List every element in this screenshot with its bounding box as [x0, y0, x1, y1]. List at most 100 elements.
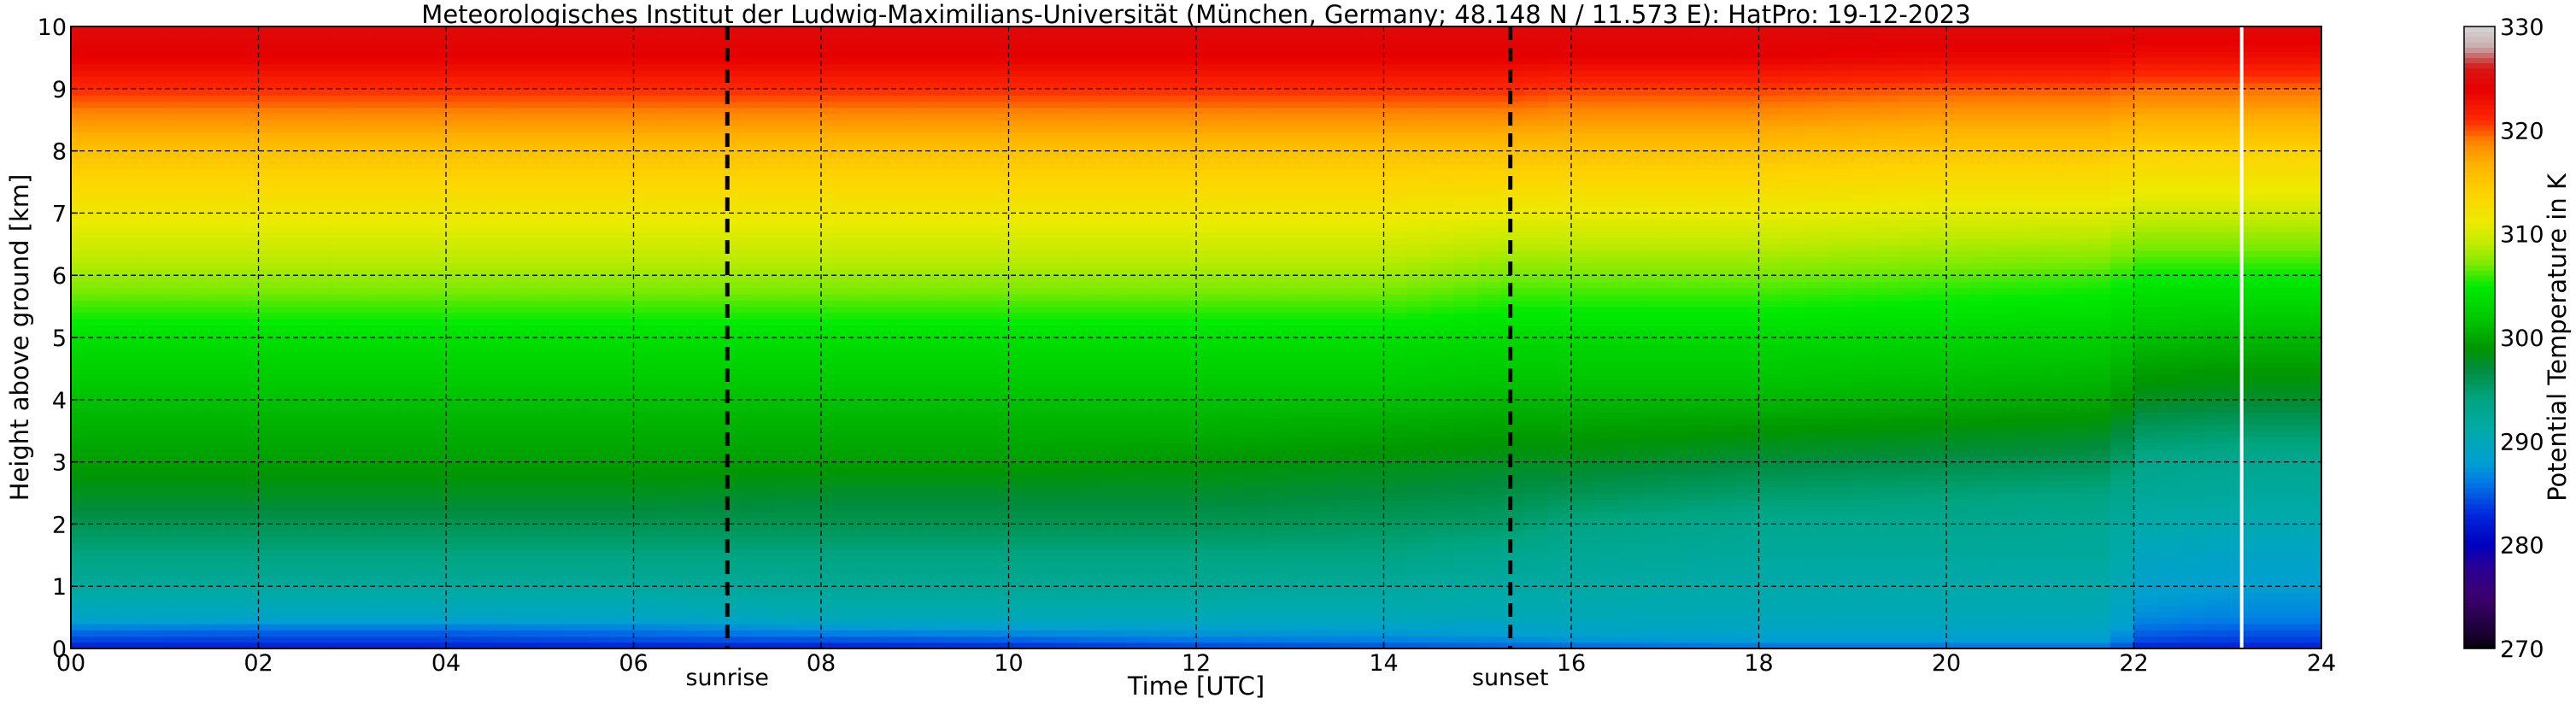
heatmap-cell	[938, 262, 963, 270]
heatmap-cell	[586, 182, 611, 189]
heatmap-cell	[680, 44, 705, 52]
heatmap-cell	[258, 554, 283, 562]
heatmap-cell	[375, 493, 400, 500]
heatmap-cell	[821, 219, 846, 226]
heatmap-cell	[680, 349, 705, 357]
heatmap-cell	[797, 113, 822, 120]
heatmap-cell	[492, 530, 517, 537]
heatmap-cell	[727, 518, 752, 525]
heatmap-cell	[211, 188, 236, 196]
heatmap-cell	[117, 250, 142, 257]
heatmap-cell	[656, 567, 681, 575]
heatmap-cell	[844, 455, 869, 463]
heatmap-cell	[961, 107, 986, 114]
heatmap-cell	[914, 554, 939, 562]
heatmap-cell	[516, 63, 541, 71]
heatmap-cell	[633, 101, 658, 109]
heatmap-cell	[188, 132, 213, 139]
heatmap-cell	[422, 138, 447, 145]
heatmap-cell	[1149, 437, 1174, 444]
heatmap-cell	[656, 219, 681, 226]
heatmap-cell	[1196, 238, 1221, 245]
heatmap-cell	[399, 461, 424, 469]
heatmap-cell	[1078, 175, 1103, 183]
heatmap-cell	[539, 579, 564, 587]
heatmap-cell	[1196, 256, 1221, 264]
heatmap-cell	[258, 617, 283, 625]
heatmap-cell	[1031, 431, 1056, 438]
heatmap-cell	[891, 63, 916, 71]
heatmap-cell	[750, 343, 775, 351]
heatmap-cell	[938, 76, 963, 84]
heatmap-cell	[446, 194, 471, 202]
heatmap-cell	[1219, 611, 1244, 619]
heatmap-cell	[1196, 592, 1221, 600]
heatmap-cell	[680, 175, 705, 183]
heatmap-cell	[375, 38, 400, 46]
heatmap-cell	[352, 219, 377, 226]
heatmap-cell	[305, 543, 330, 550]
heatmap-cell	[1172, 642, 1197, 649]
heatmap-cell	[774, 63, 799, 71]
heatmap-cell	[656, 76, 681, 84]
heatmap-cell	[610, 319, 635, 326]
heatmap-cell	[985, 605, 1010, 612]
heatmap-cell	[141, 306, 166, 314]
heatmap-cell	[891, 144, 916, 152]
heatmap-cell	[703, 511, 728, 519]
heatmap-cell	[141, 76, 166, 84]
heatmap-cell	[844, 605, 869, 612]
heatmap-cell	[258, 636, 283, 643]
heatmap-cell	[680, 57, 705, 65]
heatmap-cell	[774, 499, 799, 507]
heatmap-cell	[399, 306, 424, 314]
heatmap-cell	[492, 561, 517, 568]
heatmap-cell	[1031, 26, 1056, 33]
heatmap-cell	[633, 554, 658, 562]
heatmap-cell	[703, 132, 728, 139]
heatmap-cell	[1102, 524, 1127, 531]
heatmap-cell	[1172, 349, 1197, 357]
heatmap-cell	[1055, 182, 1080, 189]
heatmap-cell	[703, 362, 728, 369]
heatmap-cell	[1219, 300, 1244, 308]
heatmap-cell	[1125, 101, 1150, 109]
heatmap-cell	[1172, 163, 1197, 171]
heatmap-cell	[680, 63, 705, 71]
heatmap-cell	[610, 232, 635, 239]
heatmap-cell	[1172, 51, 1197, 58]
heatmap-cell	[1102, 113, 1127, 120]
heatmap-cell	[539, 424, 564, 431]
heatmap-cell	[469, 144, 494, 152]
heatmap-cell	[492, 144, 517, 152]
heatmap-cell	[586, 406, 611, 413]
heatmap-cell	[305, 113, 330, 120]
heatmap-cell	[492, 126, 517, 133]
heatmap-cell	[680, 120, 705, 127]
heatmap-cell	[258, 76, 283, 84]
heatmap-cell	[750, 163, 775, 171]
heatmap-cell	[117, 443, 142, 450]
heatmap-cell	[774, 219, 799, 226]
heatmap-cell	[469, 368, 494, 376]
heatmap-cell	[1008, 598, 1033, 606]
heatmap-cell	[117, 26, 142, 33]
heatmap-cell	[375, 51, 400, 58]
heatmap-cell	[750, 82, 775, 90]
heatmap-cell	[656, 156, 681, 164]
heatmap-cell	[539, 536, 564, 543]
heatmap-cell	[422, 437, 447, 444]
heatmap-cell	[1031, 38, 1056, 46]
heatmap-cell	[305, 275, 330, 283]
heatmap-cell	[1031, 399, 1056, 407]
heatmap-cell	[867, 449, 892, 456]
heatmap-cell	[258, 579, 283, 587]
heatmap-cell	[188, 493, 213, 500]
heatmap-cell	[399, 243, 424, 251]
heatmap-cell	[117, 63, 142, 71]
heatmap-cell	[821, 126, 846, 133]
heatmap-cell	[1031, 636, 1056, 643]
heatmap-cell	[352, 467, 377, 475]
heatmap-cell	[563, 355, 588, 363]
heatmap-cell	[727, 113, 752, 120]
